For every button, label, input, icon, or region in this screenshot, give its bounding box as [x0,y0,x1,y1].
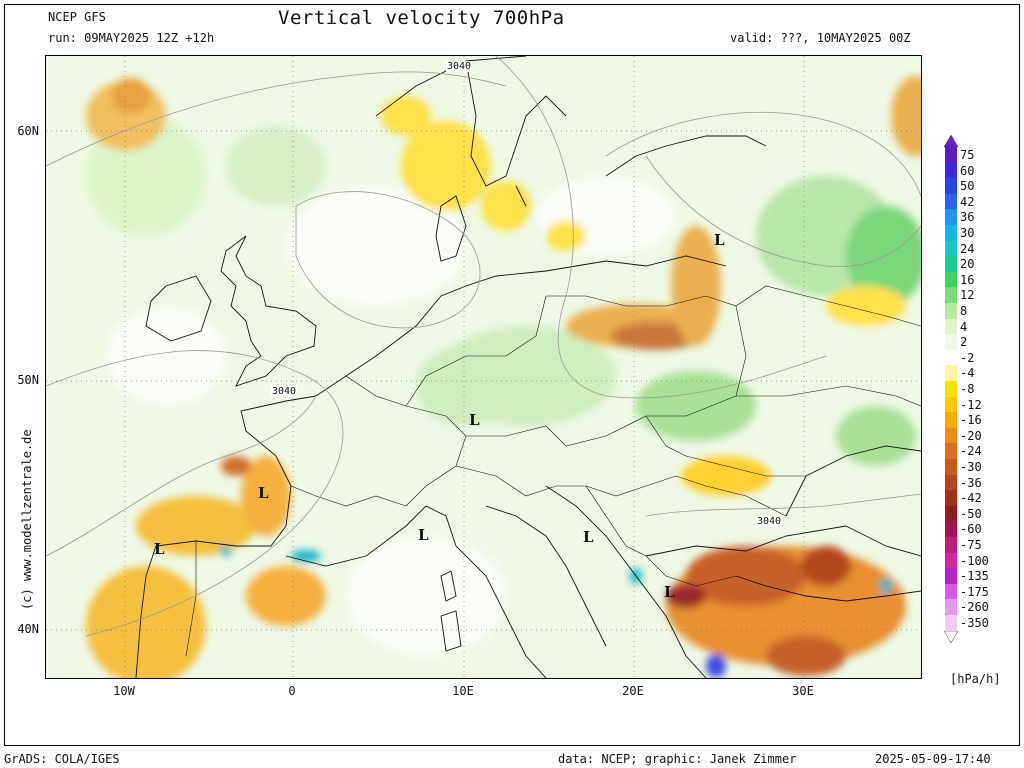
run-info: run: 09MAY2025 12Z +12h [48,31,215,45]
copyright-text: (c) www.modellzentrale.de [20,429,34,610]
footer-credit: data: NCEP; graphic: Janek Zimmer [558,752,797,766]
legend-level-label: -50 [960,506,982,521]
legend-swatch [945,396,957,413]
legend-level-label: -20 [960,428,982,443]
legend-swatch [945,349,957,366]
legend-level-label: 12 [960,288,975,303]
legend-level-label: -12 [960,397,982,412]
legend-swatch [945,178,957,194]
legend-swatch [945,615,957,631]
contour-label: 3040 [756,516,783,527]
legend-level-label: -36 [960,475,982,490]
lon-label: 10E [452,684,474,698]
legend-swatch [945,552,957,569]
legend-swatch [945,365,957,381]
legend-swatch [945,287,957,303]
legend-swatch [945,490,957,506]
valid-time: valid: ???, 10MAY2025 00Z [730,31,911,45]
legend-level-label: -350 [960,616,989,630]
legend-level-label: -60 [960,522,982,537]
shading-layer [86,76,921,678]
legend-level-label: -16 [960,413,982,428]
country-borders [185,285,921,657]
model-name: NCEP GFS [48,10,106,24]
legend-level-label: 42 [960,194,975,209]
low-pressure-marker: L [469,411,480,429]
footer-software: GrADS: COLA/IGES [4,752,120,766]
legend-level-label: 20 [960,257,975,272]
legend-swatch [945,381,957,397]
lon-label: 0 [288,684,296,698]
lon-label: 20E [622,684,644,698]
legend-swatch [945,599,957,615]
lon-label: 10W [113,684,135,698]
legend-swatch [945,474,957,491]
legend-level-label: 8 [960,304,968,318]
legend-swatch [945,583,957,600]
lon-label: 30E [792,684,814,698]
figure-frame [4,4,1020,746]
low-pressure-marker: L [714,231,725,249]
legend-swatch [945,147,957,163]
legend-level-label: -135 [960,569,989,584]
weather-map: L L L L L L L L 3040 3040 3040 [45,55,922,679]
legend-swatch [945,459,957,475]
legend-swatch [945,443,957,459]
legend-top-arrow [944,135,959,147]
legend-swatch [945,162,957,179]
legend-level-label: 16 [960,272,975,287]
lat-label: 50N [17,373,39,387]
legend-level-label: 30 [960,226,975,240]
map-canvas [46,56,921,678]
legend-level-label: -260 [960,600,989,615]
legend-level-label: 4 [960,319,968,334]
height-contours [46,56,921,637]
lat-label: 60N [17,124,39,138]
legend-level-label: 50 [960,179,975,194]
legend-swatch [945,334,957,350]
legend-swatch [945,240,957,257]
legend-swatch [945,193,957,210]
low-pressure-marker: L [154,540,165,558]
low-pressure-marker: L [418,526,429,544]
legend-level-label: -4 [960,366,975,381]
legend-swatch [945,568,957,584]
legend-bottom-arrow [944,630,959,643]
legend-level-label: -100 [960,553,989,568]
legend-swatch [945,209,957,225]
legend-swatch [945,271,957,288]
contour-label: 3040 [446,61,473,72]
legend-level-label: 60 [960,163,975,178]
coastlines [135,56,921,678]
map-title: Vertical velocity 700hPa [278,7,565,29]
legend-level-label: -24 [960,444,982,459]
low-pressure-marker: L [583,528,594,546]
legend-level-label: -175 [960,584,989,599]
legend-swatch [945,225,957,241]
legend-swatch [945,505,957,522]
legend-unit: [hPa/h] [950,672,1001,686]
legend-level-label: -42 [960,491,982,506]
graticule [46,56,921,678]
low-pressure-marker: L [664,583,675,601]
legend-level-label: -2 [960,350,975,365]
legend-swatch [945,537,957,553]
legend-swatch [945,427,957,444]
lat-label: 40N [17,622,39,636]
low-pressure-marker: L [258,484,269,502]
footer-timestamp: 2025-05-09-17:40 [875,752,991,766]
legend-swatch [945,256,957,272]
legend-swatch [945,318,957,335]
legend-swatch [945,521,957,537]
legend-level-label: 24 [960,241,975,256]
legend-level-label: -30 [960,460,982,474]
contour-label: 3040 [271,386,298,397]
legend-swatch [945,303,957,319]
legend-level-label: -75 [960,538,982,552]
legend-level-label: -8 [960,382,975,396]
legend-level-label: 36 [960,210,975,225]
legend-swatch [945,412,957,428]
legend-level-label: 75 [960,148,975,162]
legend-level-label: 2 [960,335,968,350]
